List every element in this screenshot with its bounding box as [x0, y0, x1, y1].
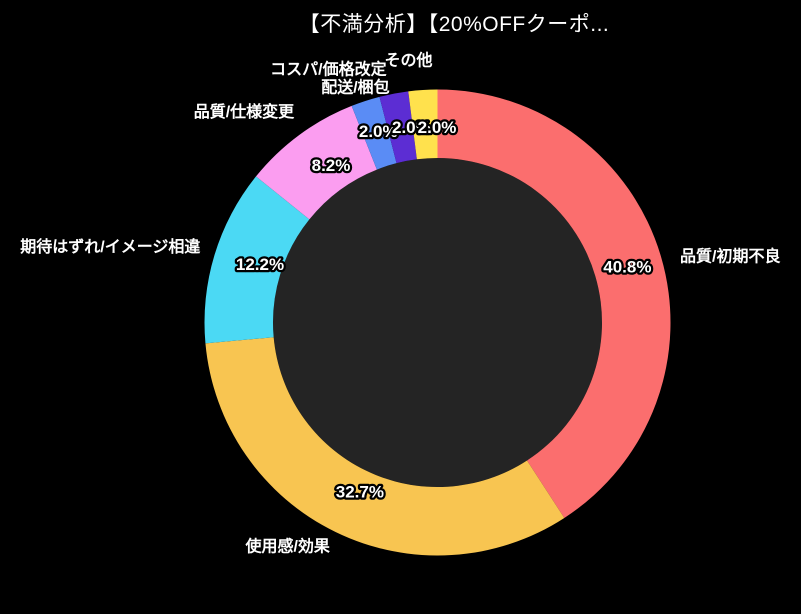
pie-slice-5[interactable]	[379, 91, 417, 164]
category-label-5: 配送/梱包	[321, 78, 389, 97]
pie-slice-2[interactable]	[204, 176, 310, 344]
category-label-2: 期待はずれ/イメージ相違	[20, 237, 200, 256]
pie-slice-6[interactable]	[408, 89, 438, 160]
percent-label-5: 2.0%	[392, 118, 431, 137]
percent-label-3: 8.2%	[312, 156, 351, 175]
chart-title: 【不満分析】【20%OFFクーポ...	[298, 13, 610, 36]
donut-hole	[273, 158, 602, 487]
percent-label-2: 12.2%	[236, 255, 284, 274]
percent-label-0: 40.8%	[603, 257, 651, 276]
pie-slice-1[interactable]	[205, 337, 565, 556]
category-label-3: 品質/仕様変更	[194, 102, 295, 121]
category-label-4: コスパ/価格改定	[270, 60, 386, 79]
category-label-1: 使用感/効果	[244, 536, 329, 555]
category-label-6: その他	[384, 51, 432, 70]
percent-label-1: 32.7%	[336, 482, 384, 501]
percent-label-4: 2.0%	[359, 122, 398, 141]
pie-slice-0[interactable]	[437, 89, 671, 518]
pie-slice-4[interactable]	[351, 96, 397, 170]
pie-slice-3[interactable]	[255, 105, 377, 220]
percent-label-6: 2.0%	[418, 118, 457, 137]
category-label-0: 品質/初期不良	[680, 247, 780, 266]
